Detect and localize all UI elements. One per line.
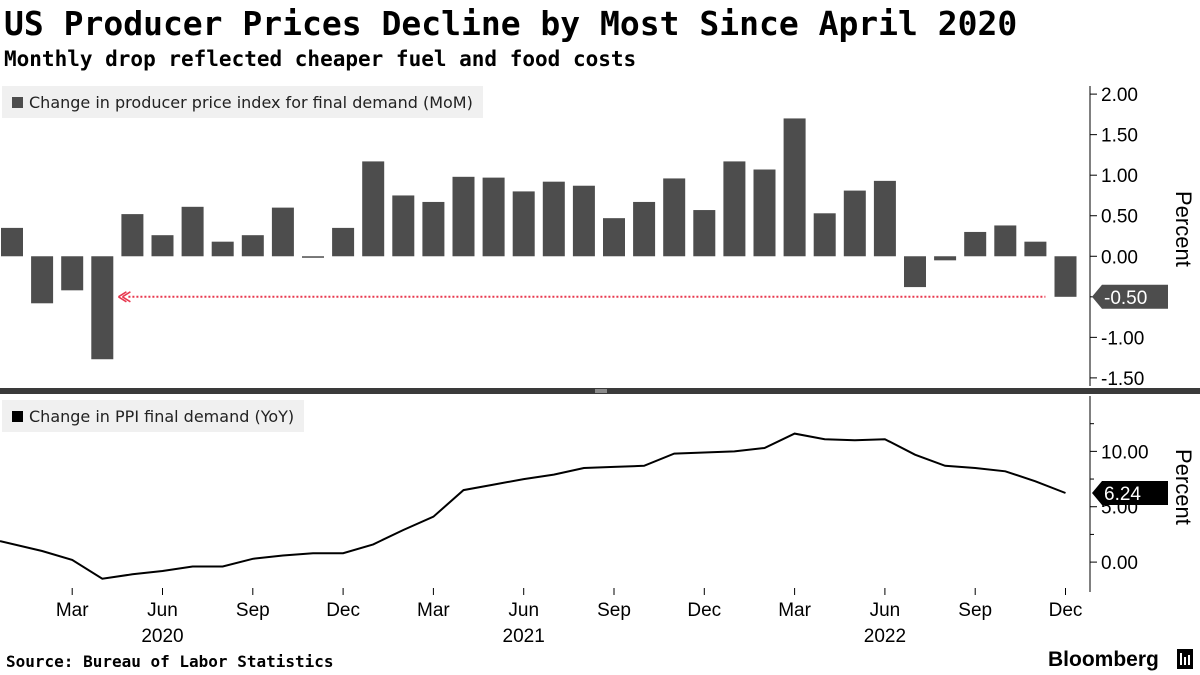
bar [753,169,776,257]
chart-subtitle: Monthly drop reflected cheaper fuel and … [4,47,637,71]
bar [813,213,836,257]
x-tick-label: Dec [326,600,360,621]
bar [843,190,866,257]
bar [452,176,475,257]
bar [542,181,565,257]
bar [31,256,54,304]
top-y-tick-label: 0.00 [1101,247,1138,268]
bar [332,227,355,257]
bar [181,206,204,257]
legend-mom-swatch [12,96,23,108]
bar [572,185,595,257]
bottom-y-axis-label: Percent [1171,449,1196,525]
terminal-icon [1177,649,1193,669]
legend-yoy-label: Change in PPI final demand (YoY) [29,406,295,426]
top-y-tick-label: 1.00 [1101,166,1138,187]
bar [241,235,264,257]
bottom-y-tick-label: 10.00 [1101,442,1149,463]
x-year-label: 2020 [141,626,183,647]
bar [91,256,114,360]
yoy-line [0,432,1066,580]
bar [271,207,294,257]
x-year-label: 2021 [503,626,545,647]
bar [693,210,716,257]
bar [1024,241,1047,257]
reference-arrow-icon [118,291,131,303]
panel-divider-grip [595,389,607,393]
bottom-last-value-label: 6.24 [1104,484,1141,505]
bar [934,256,957,261]
bar [151,235,174,257]
top-y-tick-label: -1.50 [1101,369,1144,390]
bar [994,225,1017,257]
x-tick-label: Sep [597,600,631,621]
legend-mom: Change in producer price index for final… [2,86,483,118]
bar [362,161,385,257]
legend-yoy-swatch [12,410,23,422]
bar [904,256,926,288]
bar [121,214,144,257]
bar [723,161,746,257]
top-y-tick-label: -1.00 [1101,328,1144,349]
bar [603,218,625,257]
brand-logo: Bloomberg [1048,648,1159,671]
top-last-value-label: -0.50 [1104,288,1147,309]
x-tick-label: Mar [417,600,450,621]
bar [211,241,234,257]
bar [663,178,686,257]
bar [783,118,806,257]
bar [61,256,84,291]
x-tick-label: Mar [56,600,89,621]
bottom-last-value-box [1092,481,1168,506]
top-y-tick-label: 2.00 [1101,85,1138,106]
x-tick-label: Dec [1049,600,1083,621]
top-y-tick-label: 0.50 [1101,207,1138,228]
bar [422,201,445,257]
bottom-y-tick-label: 0.00 [1101,553,1138,574]
x-tick-label: Jun [147,600,178,621]
bar [1,227,23,257]
x-tick-label: Jun [870,600,901,621]
x-year-label: 2022 [864,626,906,647]
x-tick-label: Mar [778,600,811,621]
bar [392,195,415,257]
legend-yoy: Change in PPI final demand (YoY) [2,400,305,432]
bar [302,256,324,258]
source-note: Source: Bureau of Labor Statistics [6,652,334,671]
bar [964,231,987,257]
bar [633,201,656,257]
top-last-value-box [1092,284,1168,309]
legend-mom-label: Change in producer price index for final… [29,92,473,112]
top-y-axis-label: Percent [1171,191,1196,267]
x-tick-label: Dec [687,600,721,621]
x-tick-label: Sep [236,600,270,621]
chart-title: US Producer Prices Decline by Most Since… [4,4,1018,43]
bar [482,177,505,257]
x-tick-label: Jun [508,600,539,621]
x-tick-label: Sep [958,600,992,621]
top-y-tick-label: 1.50 [1101,126,1138,147]
bar [873,180,896,257]
bar [512,191,535,257]
bar [1054,256,1077,297]
